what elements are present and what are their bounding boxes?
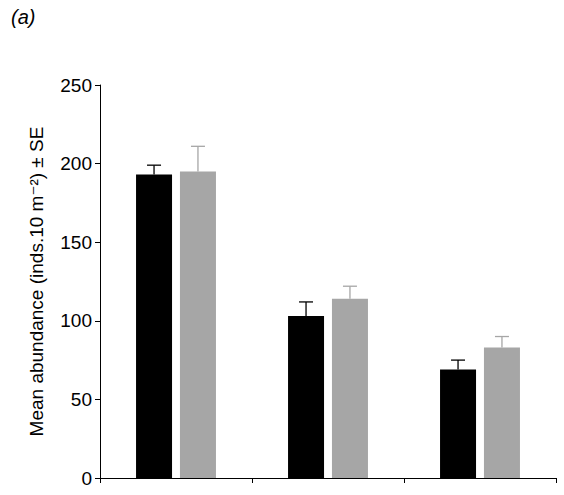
svg-text:200: 200: [60, 153, 92, 174]
svg-text:(a): (a): [11, 6, 35, 28]
svg-text:250: 250: [60, 75, 92, 96]
svg-text:150: 150: [60, 232, 92, 253]
svg-text:0: 0: [81, 468, 92, 489]
svg-text:50: 50: [71, 389, 92, 410]
svg-text:100: 100: [60, 310, 92, 331]
svg-text:Mean abundance (inds.10 m⁻²) ±: Mean abundance (inds.10 m⁻²) ± SE: [26, 127, 47, 437]
